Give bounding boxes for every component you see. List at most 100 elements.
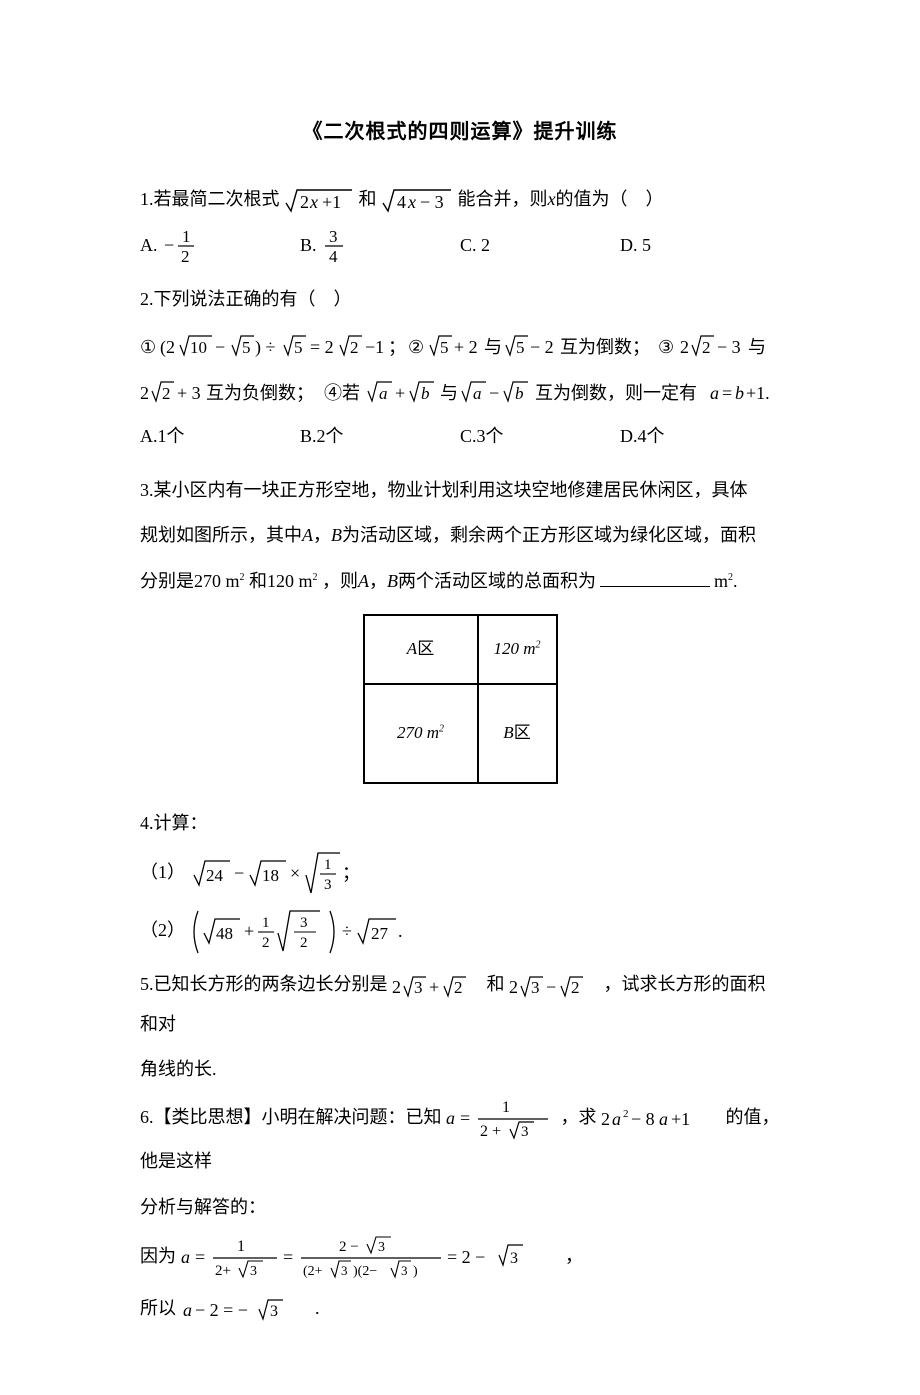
svg-text:2: 2 [509, 977, 518, 997]
q4-p2-label: （2） [140, 920, 185, 940]
svg-text:24: 24 [206, 866, 224, 885]
svg-text:4: 4 [329, 247, 338, 266]
q2-optA: A.1个 [140, 417, 300, 457]
q3-l3c: ，则 [322, 571, 358, 591]
svg-text:3: 3 [324, 877, 332, 893]
q2-optB: B.2个 [300, 417, 460, 457]
svg-text:3: 3 [414, 978, 423, 997]
svg-text:互为倒数；: 互为倒数； [560, 337, 650, 357]
q5-mid: 和 [487, 974, 505, 994]
svg-text:x: x [407, 192, 416, 212]
q1-optB: B. 3 4 [300, 226, 460, 267]
q3-l3a: 分别是 [140, 571, 194, 591]
svg-text:2: 2 [702, 338, 711, 357]
svg-text:18: 18 [262, 866, 279, 885]
svg-text:5: 5 [242, 338, 251, 357]
q4-p1-label: （1） [140, 862, 185, 882]
svg-text:3: 3 [300, 915, 308, 931]
svg-text:4: 4 [397, 192, 406, 212]
svg-text:+: + [395, 383, 405, 403]
svg-text:④若: ④若 [324, 383, 360, 403]
math-neg-half: − 1 2 [162, 226, 202, 266]
q3-120-sup: 2 [313, 572, 318, 583]
svg-text:②: ② [408, 337, 424, 357]
q3-l1: 3.某小区内有一块正方形空地，物业计划利用这块空地修建居民休闲区，具体 [140, 471, 780, 511]
svg-text:2: 2 [300, 935, 308, 951]
q1-stem: 1.若最简二次根式 2 x +1 和 4 x − 3 能合并，则x的值为（ ） [140, 180, 780, 220]
svg-text:a: a [181, 1247, 190, 1267]
q5-l1: 5.已知长方形的两条边长分别是 2 3 + 2 和 2 3 − 2 ，试求长方形… [140, 965, 780, 1044]
q6-h: . [315, 1298, 320, 1318]
svg-text:=: = [283, 1247, 293, 1267]
math-3-4: 3 4 [321, 226, 347, 266]
q3-l2a: 规划如图所示，其中 [140, 525, 302, 545]
svg-text:3: 3 [341, 1263, 348, 1278]
q2-line2: 2 2 + 3 互为负倒数； ④若 a + b 与 a − b 互为倒数，则一定… [140, 372, 780, 412]
svg-text:2: 2 [571, 978, 580, 997]
q2-math-1: ① (2 10 − 5 ) ÷ 5 = 2 2 −1 ； ② 5 + 2 与 5… [140, 331, 770, 363]
q3-l3d: ， [369, 571, 387, 591]
svg-text:27: 27 [371, 924, 389, 943]
q3-l2: 规划如图所示，其中A，B为活动区域，剩余两个正方形区域为绿化区域，面积 [140, 516, 780, 556]
svg-text:与: 与 [484, 337, 502, 357]
svg-text:2: 2 [300, 192, 309, 212]
svg-text:−: − [164, 235, 174, 255]
svg-text:a: a [612, 1109, 621, 1129]
q6-a: 6.【类比思想】小明在解决问题：已知 [140, 1107, 442, 1127]
q6-b: ，求 [561, 1107, 597, 1127]
svg-text:+1: +1 [322, 192, 341, 212]
q6-l4: 所以 a − 2 = − 3 . [140, 1289, 780, 1329]
q6-expr: 2 a 2 − 8 a +1 [601, 1105, 721, 1133]
svg-text:− 3: − 3 [420, 192, 444, 212]
svg-text:− 8: − 8 [631, 1109, 655, 1129]
svg-text:2: 2 [140, 383, 149, 403]
svg-text:3: 3 [531, 978, 540, 997]
svg-text:5: 5 [294, 338, 303, 357]
q3-diagram: AA区区 120 m2 270 m2 B区 [140, 614, 780, 784]
q2-optD: D.4个 [620, 417, 780, 457]
svg-text:+: + [244, 921, 254, 941]
q3-270-sup: 2 [240, 572, 245, 583]
svg-text:=: = [722, 383, 732, 403]
svg-text:+ 2: + 2 [454, 337, 478, 357]
svg-text:3: 3 [250, 1264, 257, 1279]
q2-math-2: 2 2 + 3 互为负倒数； ④若 a + b 与 a − b 互为倒数，则一定… [140, 377, 780, 409]
svg-text:互为倒数，则一定有: 互为倒数，则一定有 [535, 383, 697, 403]
svg-text:3: 3 [510, 1250, 518, 1267]
svg-text:+ 3: + 3 [177, 383, 201, 403]
svg-text:− 3: − 3 [717, 337, 741, 357]
svg-text:①: ① [140, 337, 156, 357]
q1-tail: 的值为（ ） [556, 189, 664, 209]
svg-text:−: − [489, 383, 499, 403]
svg-text:48: 48 [216, 924, 233, 943]
svg-text:÷: ÷ [342, 921, 352, 941]
svg-text:；: ； [388, 337, 406, 357]
q1-optA: A. − 1 2 [140, 226, 300, 267]
svg-text:2+: 2+ [215, 1263, 231, 1279]
svg-text:x: x [309, 192, 318, 212]
svg-text:= 2: = 2 [310, 337, 334, 357]
svg-text:−: − [234, 863, 244, 883]
q5-expr2: 2 3 − 2 [509, 972, 599, 1000]
svg-text:+1.: +1. [746, 383, 770, 403]
svg-text:与: 与 [748, 337, 766, 357]
svg-text:a: a [183, 1300, 192, 1320]
q3-B: B [331, 525, 342, 545]
svg-text:2: 2 [181, 247, 190, 266]
q2-line1: ① (2 10 − 5 ) ÷ 5 = 2 2 −1 ； ② 5 + 2 与 5… [140, 326, 780, 366]
svg-text:− 2 = −: − 2 = − [195, 1300, 248, 1320]
svg-text:=: = [195, 1247, 205, 1267]
svg-text:2: 2 [623, 1108, 629, 1120]
svg-text:2: 2 [262, 935, 270, 951]
q5-a: 5.已知长方形的两条边长分别是 [140, 974, 388, 994]
q6-e: 因为 [140, 1246, 176, 1266]
svg-text:2: 2 [392, 977, 401, 997]
q4-expr2: 48 + 1 2 3 2 ÷ 27 . [190, 905, 410, 959]
svg-text:): ) [413, 1264, 418, 1279]
svg-text:10: 10 [190, 338, 207, 357]
svg-text:5: 5 [440, 338, 449, 357]
cell-B: B区 [478, 684, 557, 783]
q6-l1: 6.【类比思想】小明在解决问题：已知 a = 1 2 + 3 ，求 2 a 2 … [140, 1096, 780, 1182]
q3-unit: m [714, 571, 728, 591]
svg-text:2: 2 [601, 1109, 610, 1129]
